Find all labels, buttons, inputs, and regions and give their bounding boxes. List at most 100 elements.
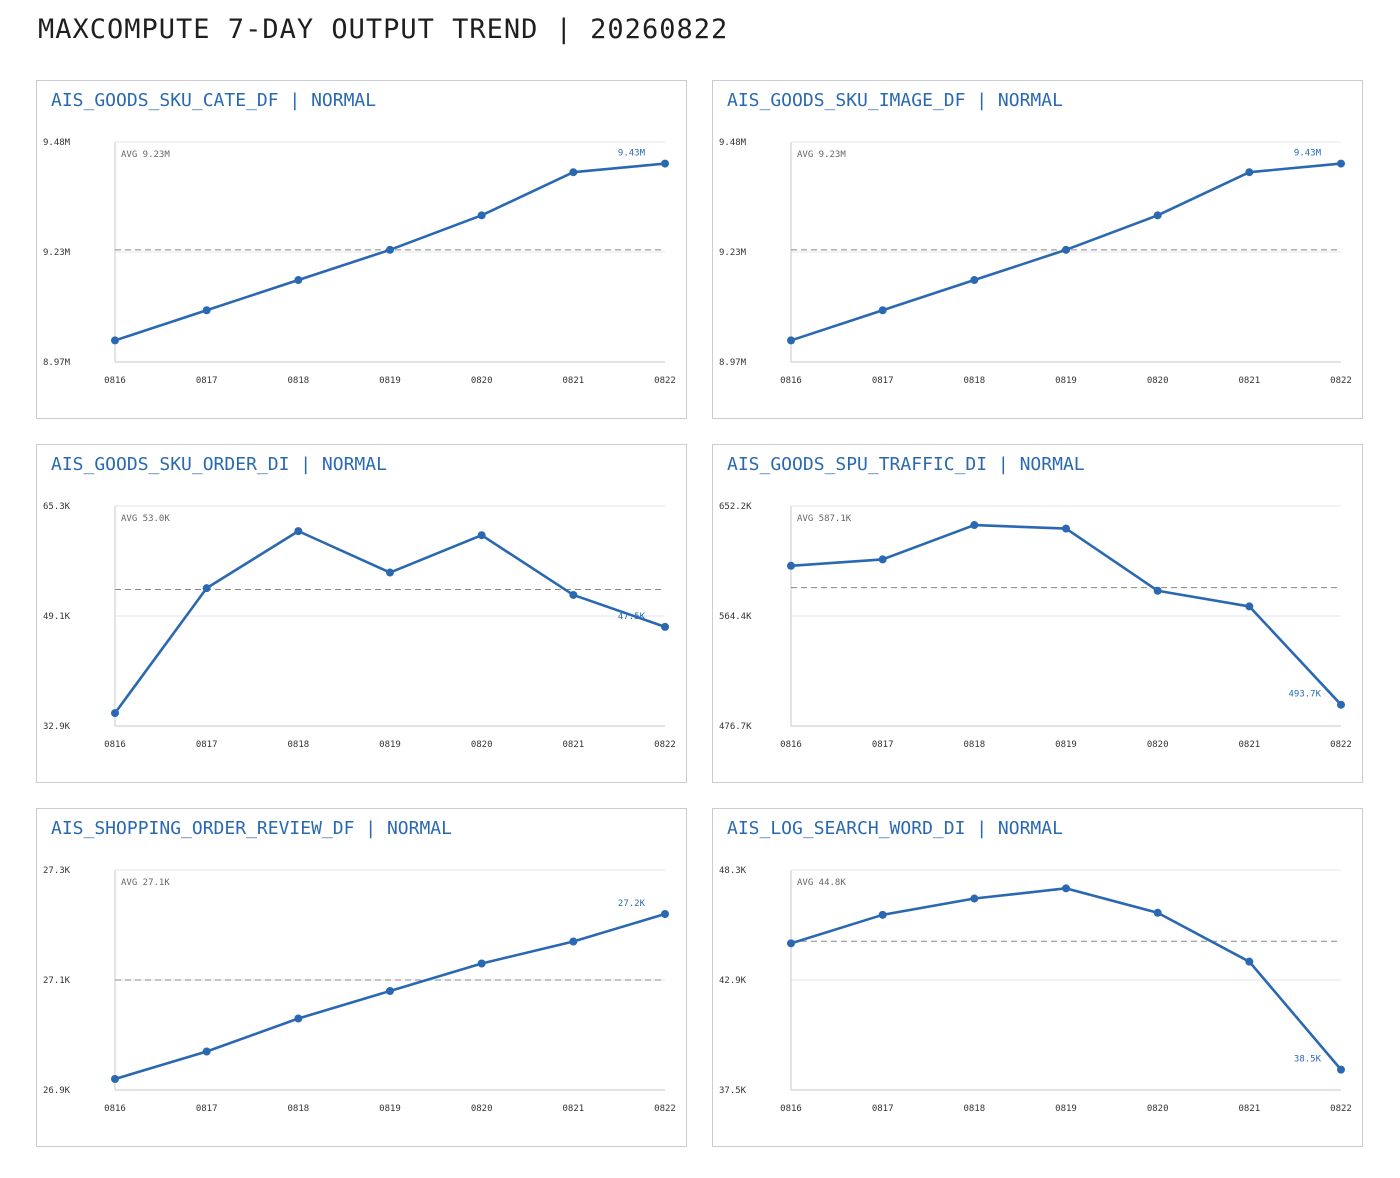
y-tick-label: 65.3K <box>43 502 71 512</box>
data-point <box>1245 168 1254 177</box>
data-point <box>1153 586 1162 595</box>
x-tick-label: 0821 <box>562 740 584 750</box>
chart-panel-sku-image: AIS_GOODS_SKU_IMAGE_DF | NORMAL 9.48M 9.2… <box>712 80 1363 419</box>
chart-title: AIS_GOODS_SKU_ORDER_DI | NORMAL <box>51 454 387 475</box>
data-point <box>202 306 211 315</box>
y-tick-label: 564.4K <box>719 612 752 622</box>
x-tick-label: 0820 <box>1147 376 1169 386</box>
x-tick-label: 0822 <box>654 1104 676 1114</box>
x-tick-label: 0820 <box>1147 740 1169 750</box>
data-point <box>878 555 887 564</box>
x-tick-label: 0818 <box>963 740 985 750</box>
data-point <box>787 939 795 948</box>
series-line <box>790 887 1342 1071</box>
data-point <box>1062 245 1070 254</box>
data-point <box>111 336 119 345</box>
line-chart: 9.48M 9.23M 8.97M 0816 0817 0818 0819 0820 0821 0… <box>719 138 1352 386</box>
data-point <box>970 521 979 530</box>
data-point <box>1337 1065 1345 1074</box>
data-point <box>477 959 486 968</box>
series-line <box>113 529 666 714</box>
x-tick-label: 0821 <box>562 1104 584 1114</box>
x-tick-label: 0818 <box>287 376 309 386</box>
x-tick-label: 0822 <box>1330 740 1352 750</box>
x-tick-label: 0817 <box>872 1104 894 1114</box>
y-tick-label: 49.1K <box>43 612 71 622</box>
y-tick-label: 9.23M <box>43 248 71 258</box>
line-chart: 65.3K 49.1K 32.9K 0816 0817 0818 0819 0820 0821 0… <box>43 502 676 750</box>
x-tick-label: 0816 <box>780 376 802 386</box>
x-tick-label: 0819 <box>1055 376 1077 386</box>
page-title: MAXCOMPUTE 7-DAY OUTPUT TREND | 20260822 <box>38 14 729 45</box>
x-tick-label: 0820 <box>1147 1104 1169 1114</box>
x-tick-label: 0822 <box>654 376 676 386</box>
x-tick-label: 0817 <box>872 376 894 386</box>
data-point <box>202 1047 211 1056</box>
chart-title: AIS_SHOPPING_ORDER_REVIEW_DF | NORMAL <box>51 818 452 839</box>
series-line <box>114 912 666 1081</box>
x-tick-label: 0821 <box>1238 376 1260 386</box>
x-tick-label: 0816 <box>104 376 126 386</box>
data-point <box>1337 700 1345 709</box>
end-value-label: 9.43M <box>618 149 646 159</box>
chart-panel-order-review: AIS_SHOPPING_ORDER_REVIEW_DF | NORMAL 27… <box>36 808 687 1147</box>
y-tick-label: 652.2K <box>719 502 752 512</box>
x-tick-label: 0821 <box>1238 1104 1260 1114</box>
x-tick-label: 0820 <box>471 740 493 750</box>
data-point <box>787 561 795 570</box>
line-chart: 27.3K 27.1K 26.9K 0816 0817 0818 0819 0820 0821 0… <box>43 866 676 1114</box>
x-tick-label: 0818 <box>963 1104 985 1114</box>
data-point <box>1062 884 1070 893</box>
x-tick-label: 0822 <box>654 740 676 750</box>
line-chart: 48.3K 42.9K 37.5K 0816 0817 0818 0819 0820 0821 0… <box>719 866 1352 1114</box>
data-point <box>970 276 979 285</box>
end-value-label: 9.43M <box>1294 149 1322 159</box>
end-value-label: 27.2K <box>618 899 646 909</box>
x-tick-label: 0820 <box>471 1104 493 1114</box>
data-point <box>111 1075 119 1083</box>
line-chart: 652.2K 564.4K 476.7K 0816 0817 0818 0819 0820 08… <box>719 502 1352 750</box>
average-label: AVG 44.8K <box>797 878 846 888</box>
data-point <box>661 622 669 631</box>
chart-title: AIS_GOODS_SPU_TRAFFIC_DI | NORMAL <box>727 454 1085 475</box>
data-point <box>294 1014 303 1023</box>
x-tick-label: 0819 <box>379 376 401 386</box>
data-point <box>111 709 119 718</box>
x-tick-label: 0816 <box>104 1104 126 1114</box>
chart-panel-search-word: AIS_LOG_SEARCH_WORD_DI | NORMAL 48.3K 42.… <box>712 808 1363 1147</box>
x-tick-label: 0819 <box>379 1104 401 1114</box>
y-tick-label: 9.23M <box>719 248 747 258</box>
data-point <box>1245 602 1254 611</box>
data-point <box>569 590 578 599</box>
data-point <box>202 584 211 593</box>
y-tick-label: 27.1K <box>43 976 71 986</box>
y-tick-label: 32.9K <box>43 722 71 732</box>
data-point <box>386 245 394 254</box>
series-line <box>790 523 1342 706</box>
x-tick-label: 0821 <box>1238 740 1260 750</box>
data-point <box>386 568 394 577</box>
x-tick-label: 0818 <box>287 1104 309 1114</box>
y-tick-label: 27.3K <box>43 866 71 876</box>
data-point <box>661 159 669 168</box>
data-point <box>1337 159 1345 168</box>
x-tick-label: 0821 <box>562 376 584 386</box>
average-label: AVG 9.23M <box>797 150 846 160</box>
y-tick-label: 42.9K <box>719 976 747 986</box>
data-point <box>878 306 887 315</box>
data-point <box>569 937 578 946</box>
x-tick-label: 0819 <box>1055 1104 1077 1114</box>
y-tick-label: 8.97M <box>43 358 71 368</box>
average-label: AVG 53.0K <box>121 514 170 524</box>
line-chart: 9.48M 9.23M 8.97M 0816 0817 0818 0819 0820 0821 0… <box>43 138 676 386</box>
data-point <box>1153 211 1162 220</box>
data-point <box>294 276 303 285</box>
chart-panel-sku-order: AIS_GOODS_SKU_ORDER_DI | NORMAL 65.3K 49.… <box>36 444 687 783</box>
chart-title: AIS_GOODS_SKU_CATE_DF | NORMAL <box>51 90 377 111</box>
chart-title: AIS_LOG_SEARCH_WORD_DI | NORMAL <box>727 818 1063 839</box>
x-tick-label: 0816 <box>104 740 126 750</box>
x-tick-label: 0816 <box>780 1104 802 1114</box>
y-tick-label: 9.48M <box>43 138 71 148</box>
x-tick-label: 0819 <box>1055 740 1077 750</box>
data-point <box>878 910 887 919</box>
